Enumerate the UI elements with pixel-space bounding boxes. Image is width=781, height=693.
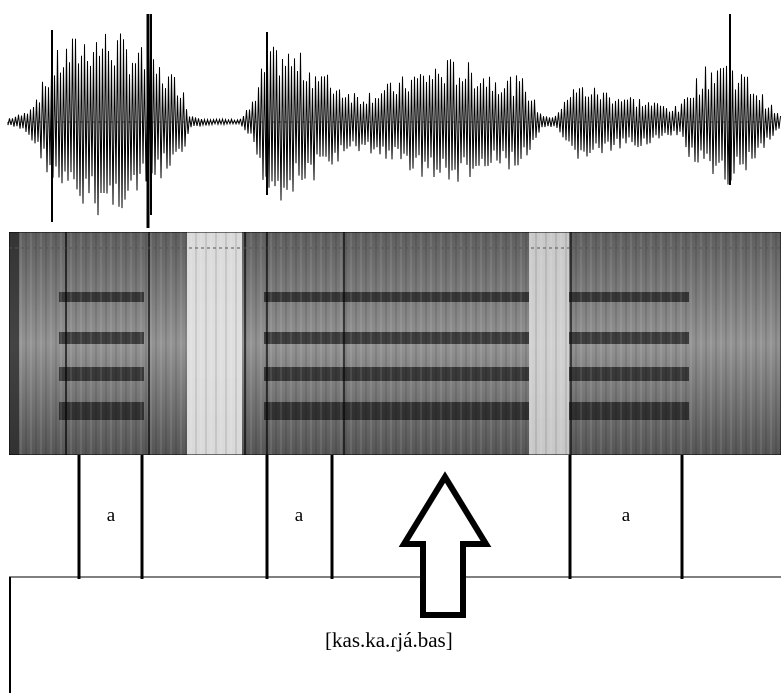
- spectrogram-shade: [264, 402, 529, 420]
- spectrogram-panel: [9, 232, 781, 455]
- spectrogram-shade: [569, 402, 689, 420]
- spectrogram-shade: [264, 292, 529, 302]
- waveform-trace: [7, 33, 781, 216]
- spectrogram-image: [9, 232, 781, 455]
- spectrogram-shade: [569, 367, 689, 381]
- segment-label: a: [106, 505, 116, 526]
- spectrogram-shade: [59, 367, 144, 381]
- spectrogram-shade: [569, 332, 689, 344]
- spectrogram-shade: [264, 367, 529, 381]
- transcription-label: [kas.ka.ɾjá.bas]: [325, 628, 453, 652]
- spectrogram-shade: [529, 232, 569, 455]
- spectrogram-shade: [187, 232, 242, 455]
- spectrogram-shade: [569, 292, 689, 302]
- spectrogram-shade: [59, 402, 144, 420]
- spectrogram-shade: [59, 292, 144, 302]
- segment-label: a: [621, 505, 631, 526]
- spectrogram-shade: [59, 332, 144, 344]
- spectrogram-shade: [9, 232, 19, 455]
- segment-label: a: [294, 505, 304, 526]
- waveform-panel: [7, 14, 781, 228]
- annotation-tier: [9, 455, 781, 693]
- spectrogram-shade: [264, 332, 529, 344]
- up-arrow-icon: [398, 471, 492, 618]
